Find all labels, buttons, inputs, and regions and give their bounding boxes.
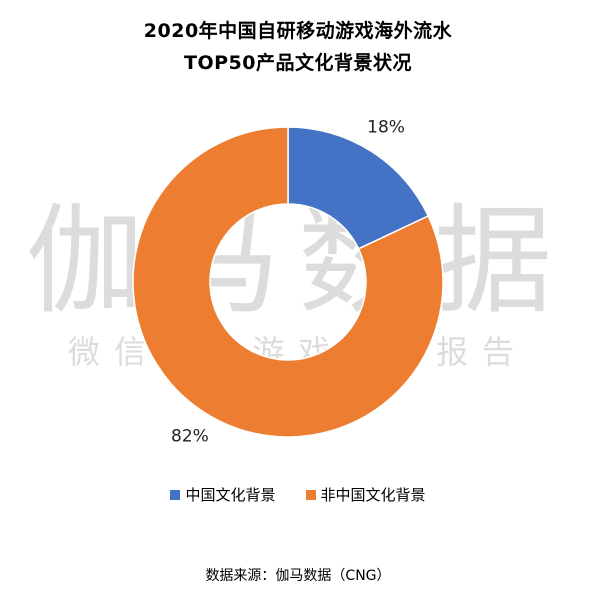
slice-label-1: 82% bbox=[171, 427, 209, 447]
chart-title-line1: 2020年中国自研移动游戏海外流水 bbox=[143, 20, 453, 42]
legend-label-non-chinese-culture: 非中国文化背景 bbox=[320, 486, 426, 504]
legend-swatch-chinese-culture bbox=[170, 490, 181, 500]
data-source-note: 数据来源：伽马数据（CNG） bbox=[205, 568, 391, 584]
chart-title-line2: TOP50产品文化背景状况 bbox=[184, 52, 412, 74]
donut-slices bbox=[132, 126, 444, 438]
legend-item-non-chinese-culture: 非中国文化背景 bbox=[305, 484, 426, 506]
slice-label-0: 18% bbox=[367, 117, 405, 137]
legend-swatch-non-chinese-culture bbox=[305, 490, 316, 500]
donut-slice-1 bbox=[132, 126, 444, 438]
legend-label-chinese-culture: 中国文化背景 bbox=[185, 486, 276, 504]
legend-item-chinese-culture: 中国文化背景 bbox=[170, 484, 276, 506]
slice-labels: 18% 82% bbox=[171, 117, 405, 446]
donut-slice-0 bbox=[287, 126, 430, 250]
chart-legend: 中国文化背景 非中国文化背景 bbox=[0, 484, 596, 506]
watermark-logo-text: 伽马数据 bbox=[25, 192, 570, 330]
